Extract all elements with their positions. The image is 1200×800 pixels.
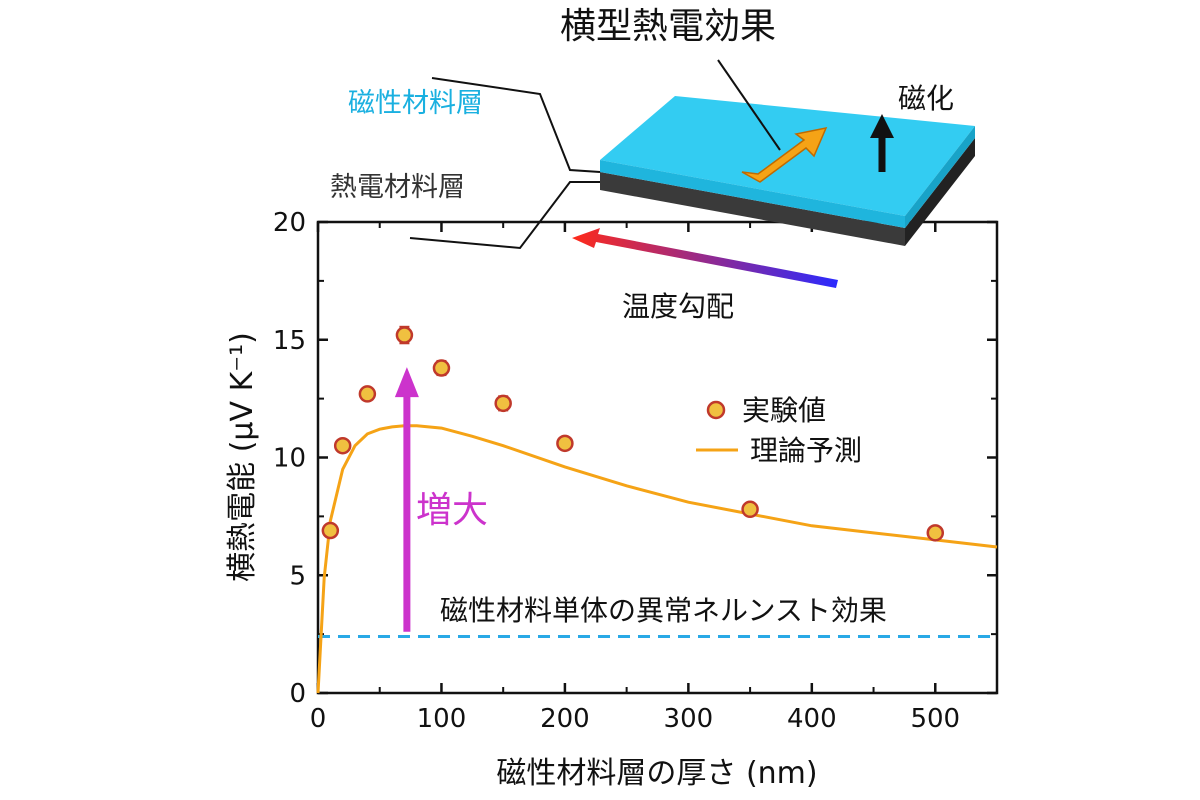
thermoelectric-layer-label: 熱電材料層 <box>330 172 465 203</box>
thermoelectric-layer-front <box>600 172 905 246</box>
leader-line-effect <box>717 59 781 151</box>
increase-arrow <box>394 367 419 632</box>
leader-line-thermoelectric <box>409 181 600 250</box>
legend: 実験値 理論予測 <box>696 394 862 467</box>
x-tick-label: 300 <box>664 704 714 734</box>
baseline-label: 磁性材料単体の異常ネルンスト効果 <box>440 594 887 627</box>
y-axis-ticks: 0 5 10 15 20 <box>273 208 997 709</box>
x-tick-label: 500 <box>910 704 960 734</box>
legend-marker-experiment <box>706 400 726 420</box>
device-schematic <box>409 59 975 288</box>
experimental-point <box>494 394 512 413</box>
x-tick-label: 0 <box>310 704 327 734</box>
magnetic-layer-label: 磁性材料層 <box>348 88 483 119</box>
experimental-points <box>321 325 945 542</box>
magnetic-layer-front <box>600 160 905 228</box>
effect-arrow <box>741 126 828 183</box>
y-tick-label: 20 <box>273 208 306 238</box>
x-tick-label: 200 <box>540 704 590 734</box>
y-tick-label: 5 <box>289 561 306 591</box>
x-axis-ticks: 0 100 200 300 400 500 <box>310 222 960 734</box>
y-tick-label: 0 <box>289 679 306 709</box>
experimental-point <box>358 385 377 403</box>
experimental-point <box>333 436 352 455</box>
experimental-point <box>321 521 340 540</box>
experimental-point <box>926 524 945 542</box>
x-tick-label: 400 <box>787 704 837 734</box>
legend-label-theory: 理論予測 <box>750 434 862 467</box>
experimental-point <box>556 434 574 453</box>
experimental-point <box>741 500 759 519</box>
theory-curve <box>316 424 998 694</box>
increase-label: 増大 <box>416 490 488 531</box>
temperature-gradient-label: 温度勾配 <box>622 290 734 323</box>
magnetization-arrow-head <box>870 114 894 138</box>
temperature-gradient-arrow <box>572 228 838 288</box>
x-axis-title: 磁性材料層の厚さ (nm) <box>496 756 817 791</box>
leader-line-magnetic <box>431 77 601 173</box>
thermoelectric-layer-side <box>905 138 975 246</box>
schematic-title: 横型熱電効果 <box>560 6 776 47</box>
y-tick-label: 15 <box>273 326 306 356</box>
y-axis-title: 横熱電能 (μV K⁻¹) <box>225 332 260 582</box>
magnetization-label: 磁化 <box>898 82 954 115</box>
experimental-point <box>432 359 451 377</box>
y-tick-label: 10 <box>273 444 306 474</box>
legend-label-experiment: 実験値 <box>742 394 826 427</box>
magnetic-layer-side <box>905 126 975 228</box>
experimental-point <box>395 326 414 344</box>
x-tick-label: 100 <box>417 704 467 734</box>
